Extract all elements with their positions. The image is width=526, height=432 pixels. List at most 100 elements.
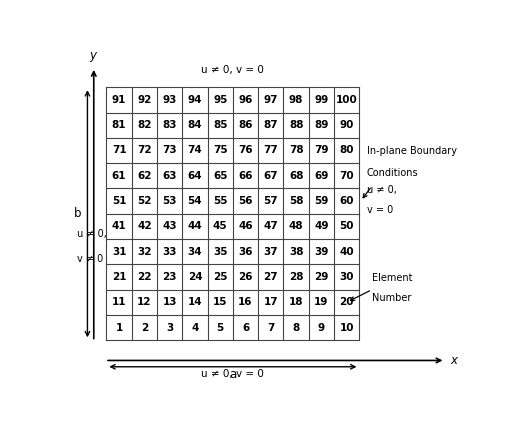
Text: 28: 28 [289, 272, 304, 282]
Text: 53: 53 [163, 196, 177, 206]
Text: Element: Element [372, 273, 412, 283]
Text: 11: 11 [112, 297, 126, 307]
Text: 92: 92 [137, 95, 151, 105]
Text: 26: 26 [238, 272, 253, 282]
Text: 79: 79 [314, 146, 329, 156]
Text: x: x [450, 354, 458, 367]
Text: 70: 70 [339, 171, 354, 181]
Text: 16: 16 [238, 297, 253, 307]
Text: 13: 13 [163, 297, 177, 307]
Text: 3: 3 [166, 323, 173, 333]
Text: 6: 6 [242, 323, 249, 333]
Text: 1: 1 [115, 323, 123, 333]
Text: 41: 41 [112, 221, 126, 232]
Text: 74: 74 [188, 146, 203, 156]
Text: 39: 39 [314, 247, 329, 257]
Text: v ≠ 0: v ≠ 0 [77, 254, 104, 264]
Text: 86: 86 [238, 120, 253, 130]
Text: 61: 61 [112, 171, 126, 181]
Text: 68: 68 [289, 171, 304, 181]
Text: 89: 89 [314, 120, 329, 130]
Text: 44: 44 [188, 221, 203, 232]
Text: 71: 71 [112, 146, 126, 156]
Text: 35: 35 [213, 247, 228, 257]
Text: 63: 63 [163, 171, 177, 181]
Text: 69: 69 [314, 171, 329, 181]
Text: 78: 78 [289, 146, 304, 156]
Text: 17: 17 [264, 297, 278, 307]
Text: 23: 23 [163, 272, 177, 282]
Text: Number: Number [372, 293, 411, 303]
Text: 34: 34 [188, 247, 203, 257]
Text: 76: 76 [238, 146, 253, 156]
Text: 54: 54 [188, 196, 203, 206]
Text: 57: 57 [264, 196, 278, 206]
Text: 33: 33 [163, 247, 177, 257]
Text: 12: 12 [137, 297, 151, 307]
Text: 7: 7 [267, 323, 275, 333]
Text: 36: 36 [238, 247, 253, 257]
Text: 14: 14 [188, 297, 203, 307]
Text: 9: 9 [318, 323, 325, 333]
Text: 58: 58 [289, 196, 304, 206]
Text: 29: 29 [314, 272, 329, 282]
Text: 22: 22 [137, 272, 151, 282]
Text: 48: 48 [289, 221, 304, 232]
Text: v = 0: v = 0 [367, 205, 393, 215]
Text: 99: 99 [315, 95, 329, 105]
Text: 20: 20 [339, 297, 354, 307]
Text: 46: 46 [238, 221, 253, 232]
Text: 87: 87 [264, 120, 278, 130]
Text: 75: 75 [213, 146, 228, 156]
Text: 27: 27 [264, 272, 278, 282]
Text: 4: 4 [191, 323, 199, 333]
Text: 32: 32 [137, 247, 151, 257]
Text: 40: 40 [339, 247, 354, 257]
Text: 62: 62 [137, 171, 151, 181]
Text: 65: 65 [213, 171, 228, 181]
Text: 21: 21 [112, 272, 126, 282]
Text: b: b [74, 207, 81, 220]
Text: 43: 43 [163, 221, 177, 232]
Text: 85: 85 [213, 120, 228, 130]
Text: 67: 67 [264, 171, 278, 181]
Text: 47: 47 [264, 221, 278, 232]
Text: 95: 95 [213, 95, 227, 105]
Text: 18: 18 [289, 297, 304, 307]
Text: Conditions: Conditions [367, 168, 419, 178]
Text: 82: 82 [137, 120, 151, 130]
Text: 52: 52 [137, 196, 151, 206]
Text: 55: 55 [213, 196, 228, 206]
Text: y: y [89, 49, 96, 62]
Text: 73: 73 [163, 146, 177, 156]
Text: 30: 30 [339, 272, 354, 282]
Text: 2: 2 [141, 323, 148, 333]
Text: 100: 100 [336, 95, 358, 105]
Text: 97: 97 [264, 95, 278, 105]
Text: 42: 42 [137, 221, 151, 232]
Text: 5: 5 [217, 323, 224, 333]
Text: 37: 37 [264, 247, 278, 257]
Text: 59: 59 [314, 196, 329, 206]
Text: 96: 96 [238, 95, 252, 105]
Text: 38: 38 [289, 247, 304, 257]
Text: u ≠ 0,: u ≠ 0, [367, 185, 397, 195]
Text: 80: 80 [339, 146, 354, 156]
Text: u ≠ 0, v = 0: u ≠ 0, v = 0 [201, 369, 265, 379]
Text: 51: 51 [112, 196, 126, 206]
Text: 98: 98 [289, 95, 304, 105]
Text: 66: 66 [238, 171, 253, 181]
Text: 60: 60 [339, 196, 354, 206]
Text: 24: 24 [188, 272, 203, 282]
Text: 15: 15 [213, 297, 228, 307]
Text: 31: 31 [112, 247, 126, 257]
Text: 25: 25 [213, 272, 228, 282]
Text: 56: 56 [238, 196, 253, 206]
Text: a: a [229, 368, 237, 381]
Text: 45: 45 [213, 221, 228, 232]
Text: 72: 72 [137, 146, 151, 156]
Text: 90: 90 [340, 120, 354, 130]
Text: 50: 50 [339, 221, 354, 232]
Text: 49: 49 [314, 221, 329, 232]
Text: In-plane Boundary: In-plane Boundary [367, 146, 457, 156]
